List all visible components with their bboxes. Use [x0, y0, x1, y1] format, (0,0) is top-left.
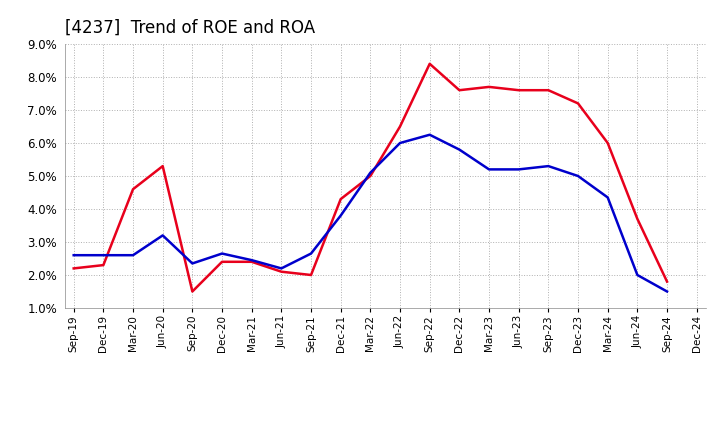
ROA — [366, 170, 374, 175]
ROE — [336, 196, 345, 202]
ROA — [603, 195, 612, 200]
ROE — [455, 88, 464, 93]
ROE — [485, 84, 493, 90]
ROA — [455, 147, 464, 152]
ROA — [633, 272, 642, 278]
Line: ROA: ROA — [73, 135, 667, 292]
ROE — [514, 88, 523, 93]
ROA — [544, 163, 553, 169]
ROA — [188, 261, 197, 266]
ROE — [277, 269, 286, 275]
ROA — [277, 266, 286, 271]
ROA — [396, 140, 405, 146]
ROE — [99, 262, 108, 268]
Line: ROE: ROE — [73, 64, 667, 292]
Text: [4237]  Trend of ROE and ROA: [4237] Trend of ROE and ROA — [65, 19, 315, 37]
ROA — [574, 173, 582, 179]
ROA — [336, 213, 345, 218]
ROA — [514, 167, 523, 172]
ROE — [633, 216, 642, 221]
ROE — [188, 289, 197, 294]
ROE — [248, 259, 256, 264]
ROE — [129, 187, 138, 192]
ROE — [307, 272, 315, 278]
ROA — [69, 253, 78, 258]
ROE — [217, 259, 226, 264]
ROA — [217, 251, 226, 256]
ROA — [307, 251, 315, 256]
ROE — [366, 173, 374, 179]
ROE — [158, 163, 167, 169]
ROE — [662, 279, 671, 284]
ROA — [248, 257, 256, 263]
ROE — [426, 61, 434, 66]
ROA — [662, 289, 671, 294]
ROE — [69, 266, 78, 271]
ROA — [129, 253, 138, 258]
ROE — [574, 101, 582, 106]
ROA — [99, 253, 108, 258]
ROA — [426, 132, 434, 137]
ROE — [396, 124, 405, 129]
ROE — [544, 88, 553, 93]
ROE — [603, 140, 612, 146]
ROA — [158, 233, 167, 238]
ROA — [485, 167, 493, 172]
